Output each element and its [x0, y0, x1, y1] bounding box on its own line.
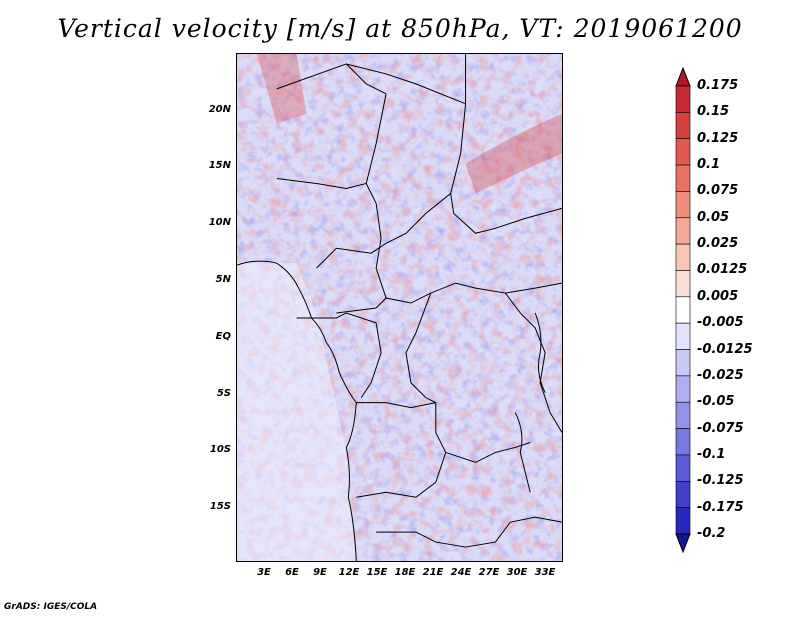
- colorbar-label: -0.05: [697, 394, 735, 410]
- lat-label-10s: 10S: [209, 444, 231, 455]
- lat-label-20n: 20N: [208, 104, 231, 115]
- map-panel: [236, 53, 563, 562]
- colorbar-label: 0.1: [697, 157, 721, 173]
- lon-label-12e: 12E: [338, 567, 360, 578]
- colorbar-label: -0.025: [697, 367, 744, 383]
- colorbar-label: 0.05: [697, 209, 730, 225]
- colorbar-label: 0.075: [697, 183, 739, 199]
- colorbar-label: 0.0125: [697, 262, 748, 278]
- colorbar-segment: [675, 349, 691, 377]
- colorbar-segment: [675, 270, 691, 298]
- colorbar-label: -0.075: [697, 420, 744, 436]
- colorbar-label: -0.175: [697, 499, 744, 515]
- lon-label-24e: 24E: [450, 567, 472, 578]
- lat-label-5s: 5S: [216, 388, 231, 399]
- lon-label-27e: 27E: [478, 567, 500, 578]
- colorbar-segment: [675, 480, 691, 508]
- colorbar-min-triangle: [675, 533, 691, 553]
- colorbar-label: -0.0125: [697, 341, 753, 357]
- colorbar-segment: [675, 85, 691, 113]
- colorbar-label: -0.125: [697, 473, 744, 489]
- colorbar-segment: [675, 375, 691, 403]
- lat-label-15s: 15S: [209, 501, 231, 512]
- colorbar-segment: [675, 217, 691, 245]
- colorbar-label: -0.2: [697, 526, 726, 541]
- colorbar-segment: [675, 454, 691, 482]
- lon-label-15e: 15E: [366, 567, 388, 578]
- lat-label-eq: EQ: [215, 331, 231, 342]
- lon-label-18e: 18E: [394, 567, 416, 578]
- lat-label-10n: 10N: [208, 217, 231, 228]
- lat-label-5n: 5N: [215, 274, 231, 285]
- colorbar-segment: [675, 507, 691, 535]
- colorbar-label: -0.1: [697, 446, 726, 462]
- colorbar-label: 0.125: [697, 130, 739, 146]
- lon-label-30e: 30E: [506, 567, 528, 578]
- lon-label-9e: 9E: [313, 567, 327, 578]
- colorbar-segment: [675, 243, 691, 271]
- colorbar-segment: [675, 191, 691, 219]
- country-borders: [237, 54, 562, 561]
- lon-label-3e: 3E: [257, 567, 271, 578]
- lat-label-15n: 15N: [208, 160, 231, 171]
- colorbar-label: -0.005: [697, 315, 744, 331]
- colorbar-segment: [675, 138, 691, 166]
- colorbar-segment: [675, 401, 691, 429]
- lon-label-21e: 21E: [422, 567, 444, 578]
- colorbar-label: 0.005: [697, 288, 739, 304]
- lon-label-33e: 33E: [534, 567, 556, 578]
- colorbar-segment: [675, 428, 691, 456]
- colorbar-segment: [675, 296, 691, 324]
- colorbar-graphic: [675, 67, 691, 553]
- lon-label-6e: 6E: [285, 567, 299, 578]
- colorbar-label: 0.025: [697, 236, 739, 252]
- colorbar-segment: [675, 112, 691, 140]
- colorbar-max-triangle: [675, 67, 691, 87]
- colorbar-segment: [675, 164, 691, 192]
- grads-credit: GrADS: IGES/COLA: [4, 602, 98, 612]
- colorbar-label: 0.175: [697, 78, 739, 93]
- plot-title: Vertical velocity [m/s] at 850hPa, VT: 2…: [57, 14, 743, 43]
- velocity-field: [237, 54, 562, 561]
- colorbar-segment: [675, 322, 691, 350]
- colorbar-label: 0.15: [697, 104, 730, 120]
